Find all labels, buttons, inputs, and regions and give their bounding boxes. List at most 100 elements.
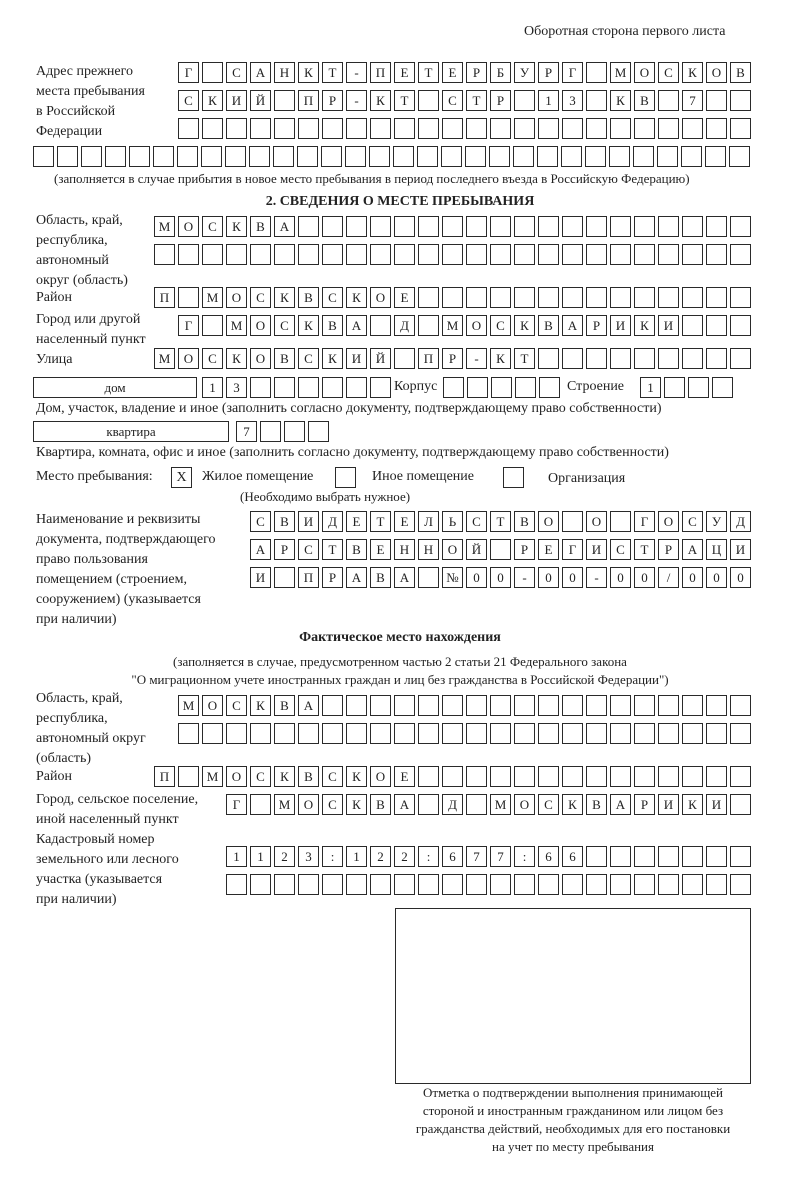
char-cell[interactable]: К bbox=[514, 315, 535, 336]
char-cell[interactable]: И bbox=[658, 794, 679, 815]
char-cell[interactable] bbox=[513, 146, 534, 167]
char-cell[interactable]: О bbox=[226, 287, 247, 308]
char-cell[interactable] bbox=[491, 377, 512, 398]
char-cell[interactable] bbox=[706, 118, 727, 139]
char-cell[interactable] bbox=[730, 348, 751, 369]
char-cell[interactable]: К bbox=[490, 348, 511, 369]
char-cell[interactable]: Д bbox=[394, 315, 415, 336]
char-cell[interactable] bbox=[178, 244, 199, 265]
char-cell[interactable] bbox=[712, 377, 733, 398]
char-cell[interactable]: № bbox=[442, 567, 463, 588]
char-cell[interactable]: М bbox=[154, 348, 175, 369]
char-cell[interactable] bbox=[346, 216, 367, 237]
char-cell[interactable] bbox=[250, 118, 271, 139]
char-cell[interactable]: В bbox=[274, 511, 295, 532]
char-cell[interactable]: Е bbox=[346, 511, 367, 532]
char-cell[interactable] bbox=[490, 539, 511, 560]
char-cell[interactable] bbox=[394, 348, 415, 369]
char-cell[interactable] bbox=[250, 244, 271, 265]
char-cell[interactable] bbox=[682, 874, 703, 895]
char-cell[interactable] bbox=[514, 723, 535, 744]
char-cell[interactable] bbox=[369, 146, 390, 167]
char-cell[interactable] bbox=[562, 766, 583, 787]
char-cell[interactable] bbox=[490, 118, 511, 139]
char-cell[interactable] bbox=[586, 216, 607, 237]
char-cell[interactable]: Г bbox=[226, 794, 247, 815]
char-cell[interactable]: 6 bbox=[538, 846, 559, 867]
char-cell[interactable] bbox=[514, 244, 535, 265]
char-cell[interactable] bbox=[178, 766, 199, 787]
char-cell[interactable]: 0 bbox=[706, 567, 727, 588]
char-cell[interactable] bbox=[442, 216, 463, 237]
char-cell[interactable] bbox=[706, 348, 727, 369]
char-cell[interactable] bbox=[370, 216, 391, 237]
char-cell[interactable]: С bbox=[322, 766, 343, 787]
char-cell[interactable]: Н bbox=[274, 62, 295, 83]
char-cell[interactable]: В bbox=[274, 348, 295, 369]
char-cell[interactable]: О bbox=[370, 287, 391, 308]
char-cell[interactable] bbox=[274, 118, 295, 139]
char-cell[interactable]: В bbox=[322, 315, 343, 336]
char-cell[interactable] bbox=[586, 348, 607, 369]
char-cell[interactable] bbox=[490, 287, 511, 308]
char-cell[interactable] bbox=[322, 377, 343, 398]
char-cell[interactable] bbox=[562, 118, 583, 139]
char-cell[interactable] bbox=[634, 287, 655, 308]
char-cell[interactable]: О bbox=[250, 348, 271, 369]
char-cell[interactable]: Р bbox=[466, 62, 487, 83]
char-cell[interactable]: С bbox=[202, 216, 223, 237]
char-cell[interactable]: Й bbox=[250, 90, 271, 111]
char-cell[interactable] bbox=[562, 695, 583, 716]
char-cell[interactable] bbox=[394, 695, 415, 716]
char-cell[interactable] bbox=[308, 421, 329, 442]
char-cell[interactable]: В bbox=[298, 766, 319, 787]
char-cell[interactable] bbox=[538, 216, 559, 237]
char-cell[interactable] bbox=[443, 377, 464, 398]
char-cell[interactable]: О bbox=[466, 315, 487, 336]
char-cell[interactable] bbox=[178, 723, 199, 744]
char-cell[interactable]: О bbox=[706, 62, 727, 83]
char-cell[interactable]: П bbox=[154, 766, 175, 787]
char-cell[interactable] bbox=[514, 90, 535, 111]
char-cell[interactable]: С bbox=[538, 794, 559, 815]
residential-checkbox[interactable]: X bbox=[171, 467, 192, 488]
char-cell[interactable] bbox=[490, 874, 511, 895]
char-cell[interactable]: К bbox=[682, 794, 703, 815]
char-cell[interactable] bbox=[370, 723, 391, 744]
char-cell[interactable] bbox=[514, 766, 535, 787]
char-cell[interactable] bbox=[466, 794, 487, 815]
char-cell[interactable] bbox=[634, 118, 655, 139]
char-cell[interactable] bbox=[418, 118, 439, 139]
char-cell[interactable]: Р bbox=[322, 567, 343, 588]
char-cell[interactable]: Г bbox=[178, 315, 199, 336]
char-cell[interactable] bbox=[418, 315, 439, 336]
char-cell[interactable]: П bbox=[370, 62, 391, 83]
char-cell[interactable]: О bbox=[586, 511, 607, 532]
char-cell[interactable]: В bbox=[274, 695, 295, 716]
char-cell[interactable] bbox=[688, 377, 709, 398]
char-cell[interactable] bbox=[298, 377, 319, 398]
char-cell[interactable]: - bbox=[514, 567, 535, 588]
char-cell[interactable] bbox=[682, 723, 703, 744]
char-cell[interactable]: У bbox=[514, 62, 535, 83]
char-cell[interactable]: Р bbox=[490, 90, 511, 111]
char-cell[interactable]: В bbox=[346, 539, 367, 560]
char-cell[interactable] bbox=[537, 146, 558, 167]
char-cell[interactable] bbox=[418, 216, 439, 237]
char-cell[interactable]: Р bbox=[274, 539, 295, 560]
char-cell[interactable] bbox=[260, 421, 281, 442]
char-cell[interactable] bbox=[562, 244, 583, 265]
char-cell[interactable] bbox=[706, 216, 727, 237]
char-cell[interactable] bbox=[586, 287, 607, 308]
char-cell[interactable] bbox=[466, 216, 487, 237]
char-cell[interactable]: К bbox=[610, 90, 631, 111]
char-cell[interactable]: К bbox=[250, 695, 271, 716]
char-cell[interactable] bbox=[664, 377, 685, 398]
char-cell[interactable] bbox=[298, 874, 319, 895]
char-cell[interactable] bbox=[586, 118, 607, 139]
char-cell[interactable]: И bbox=[298, 511, 319, 532]
char-cell[interactable] bbox=[346, 377, 367, 398]
char-cell[interactable]: Й bbox=[466, 539, 487, 560]
char-cell[interactable]: И bbox=[226, 90, 247, 111]
char-cell[interactable] bbox=[370, 874, 391, 895]
